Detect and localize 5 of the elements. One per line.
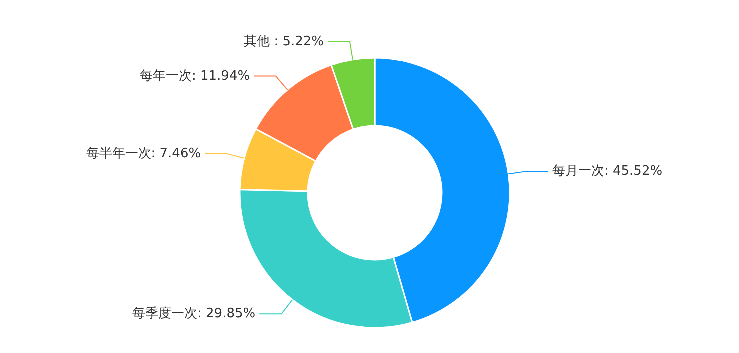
slice-label: 其他 : 5.22% — [244, 34, 324, 50]
slice-label: 每季度一次: 29.85% — [132, 306, 256, 322]
slice-label: 每年一次: 11.94% — [140, 68, 250, 84]
slice-label: 每月一次: 45.52% — [552, 164, 663, 180]
slice-label: 每半年一次: 7.46% — [86, 146, 202, 162]
